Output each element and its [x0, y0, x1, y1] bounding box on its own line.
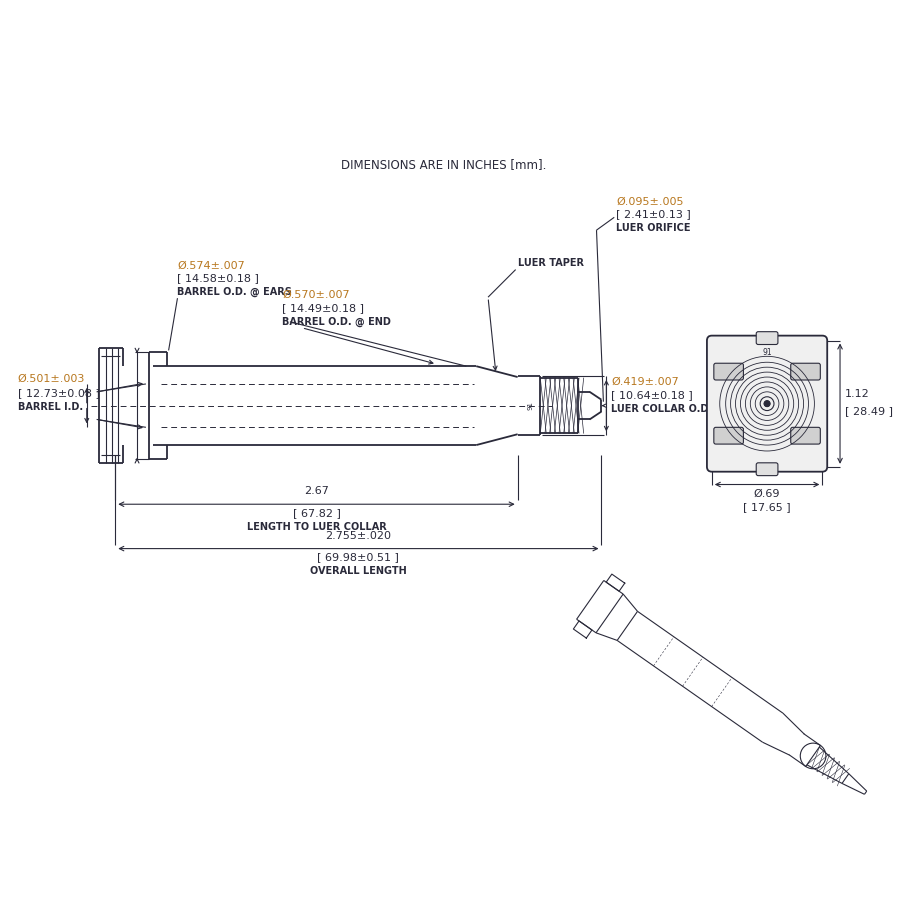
- Text: LENGTH TO LUER COLLAR: LENGTH TO LUER COLLAR: [247, 522, 386, 532]
- Text: [ 10.64±0.18 ]: [ 10.64±0.18 ]: [611, 390, 693, 400]
- FancyBboxPatch shape: [756, 463, 778, 475]
- Text: Ø.501±.003: Ø.501±.003: [18, 374, 86, 384]
- FancyBboxPatch shape: [714, 364, 743, 380]
- Circle shape: [764, 400, 770, 407]
- FancyBboxPatch shape: [706, 336, 827, 472]
- Text: [ 2.41±0.13 ]: [ 2.41±0.13 ]: [616, 210, 691, 220]
- Text: 1.12: 1.12: [845, 389, 869, 399]
- FancyBboxPatch shape: [756, 332, 778, 345]
- FancyBboxPatch shape: [714, 428, 743, 444]
- Text: [ 67.82 ]: [ 67.82 ]: [292, 508, 340, 518]
- Text: DIMENSIONS ARE IN INCHES [mm].: DIMENSIONS ARE IN INCHES [mm].: [341, 158, 546, 171]
- Text: Ø.095±.005: Ø.095±.005: [616, 196, 684, 206]
- Text: Ø.419±.007: Ø.419±.007: [611, 377, 679, 387]
- Text: Ø.574±.007: Ø.574±.007: [177, 261, 245, 271]
- Text: LUER TAPER: LUER TAPER: [518, 257, 583, 267]
- Text: [ 17.65 ]: [ 17.65 ]: [743, 502, 791, 512]
- Text: 91: 91: [527, 401, 534, 410]
- Text: [ 69.98±0.51 ]: [ 69.98±0.51 ]: [318, 553, 400, 562]
- FancyBboxPatch shape: [791, 364, 820, 380]
- Text: Ø.570±.007: Ø.570±.007: [282, 290, 349, 300]
- FancyBboxPatch shape: [791, 428, 820, 444]
- Text: LUER ORIFICE: LUER ORIFICE: [616, 223, 690, 233]
- Text: 91: 91: [762, 348, 772, 357]
- Text: [ 12.73±0.08 ]: [ 12.73±0.08 ]: [18, 388, 100, 398]
- Text: OVERALL LENGTH: OVERALL LENGTH: [310, 566, 407, 576]
- Text: BARREL I.D.: BARREL I.D.: [18, 401, 83, 411]
- Text: [ 28.49 ]: [ 28.49 ]: [845, 407, 893, 417]
- Text: BARREL O.D. @ END: BARREL O.D. @ END: [282, 317, 391, 327]
- Text: [ 14.58±0.18 ]: [ 14.58±0.18 ]: [177, 274, 259, 284]
- Text: 2.67: 2.67: [304, 486, 328, 496]
- Text: LUER COLLAR O.D.: LUER COLLAR O.D.: [611, 403, 713, 413]
- Text: [ 14.49±0.18 ]: [ 14.49±0.18 ]: [282, 303, 364, 313]
- Text: BARREL O.D. @ EARS: BARREL O.D. @ EARS: [177, 287, 292, 297]
- Text: Ø.69: Ø.69: [754, 489, 780, 499]
- Text: 2.755±.020: 2.755±.020: [326, 531, 392, 541]
